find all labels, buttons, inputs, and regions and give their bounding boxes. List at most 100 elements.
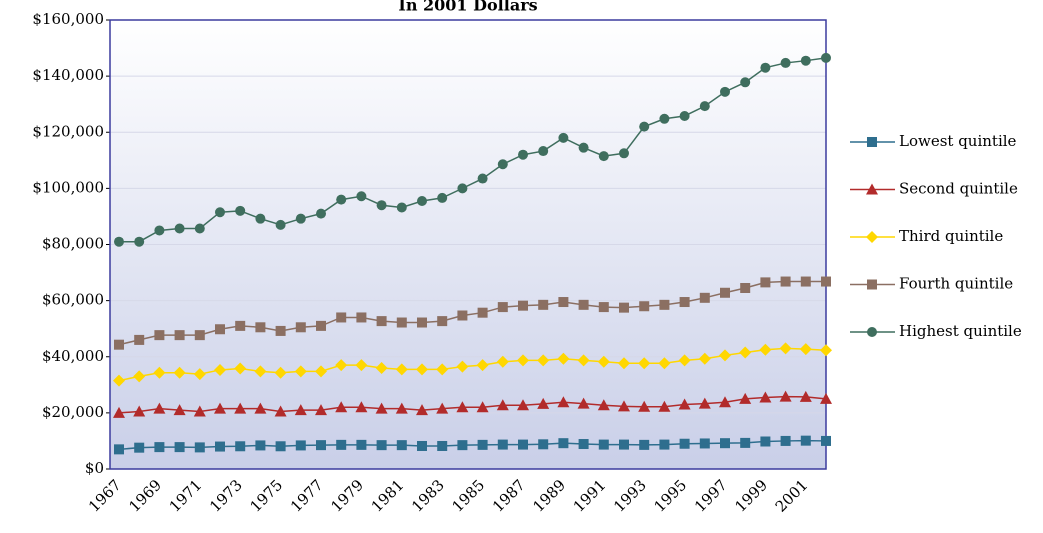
data-point <box>557 396 570 408</box>
data-point <box>679 438 690 449</box>
data-point <box>457 183 468 194</box>
x-tick-label: 1989 <box>529 476 569 516</box>
data-point <box>316 208 326 219</box>
data-point <box>356 439 367 450</box>
data-point <box>578 142 589 153</box>
data-point <box>436 402 449 414</box>
data-point <box>113 374 125 387</box>
data-point <box>538 439 549 450</box>
y-tick-label: $20,000 <box>42 403 104 421</box>
data-point <box>113 406 125 418</box>
data-point <box>476 401 489 413</box>
data-point <box>437 192 448 203</box>
data-point <box>639 439 650 450</box>
data-point <box>800 55 811 66</box>
data-point <box>153 366 166 379</box>
data-point <box>214 402 226 414</box>
y-tick-label: $160,000 <box>32 10 104 28</box>
data-point <box>557 352 570 365</box>
y-tick-label: $120,000 <box>32 122 104 140</box>
data-point <box>679 110 690 121</box>
data-point <box>720 86 730 97</box>
data-point <box>638 400 651 412</box>
data-point <box>598 302 609 313</box>
data-point <box>518 149 528 160</box>
data-point <box>214 363 226 376</box>
data-point <box>437 440 448 451</box>
y-tick-label: $80,000 <box>42 235 104 253</box>
data-point <box>336 194 347 205</box>
data-point <box>739 346 752 359</box>
data-point <box>294 365 307 378</box>
data-point <box>821 435 831 446</box>
data-point <box>193 405 206 417</box>
data-point <box>235 320 246 331</box>
data-point <box>376 200 387 211</box>
data-point <box>436 363 449 376</box>
data-point <box>194 223 205 234</box>
data-point <box>316 320 326 331</box>
data-point <box>780 435 791 446</box>
data-point <box>173 404 186 416</box>
data-point <box>274 366 287 379</box>
data-point <box>356 312 367 323</box>
data-point <box>720 438 730 449</box>
data-point <box>417 317 427 328</box>
data-point <box>496 355 509 368</box>
data-point <box>396 202 407 213</box>
x-tick-label: 1985 <box>449 476 489 516</box>
data-point <box>780 276 791 287</box>
data-point <box>558 132 569 143</box>
data-point <box>477 439 488 450</box>
data-point <box>639 121 650 132</box>
data-point <box>659 439 670 450</box>
data-point <box>215 324 225 335</box>
data-point <box>173 366 186 379</box>
data-point <box>577 354 590 367</box>
data-point <box>679 297 690 308</box>
data-point <box>597 355 610 368</box>
data-point <box>295 213 306 224</box>
data-point <box>780 57 791 68</box>
data-point <box>133 405 146 417</box>
series-line <box>118 395 827 414</box>
data-point <box>821 276 831 287</box>
data-point <box>537 354 550 367</box>
data-point <box>396 440 407 451</box>
data-point <box>234 362 247 375</box>
data-point <box>799 390 812 402</box>
data-point <box>759 343 772 356</box>
data-point <box>133 370 146 383</box>
data-point <box>234 402 247 414</box>
x-tick-label: 1971 <box>166 476 206 516</box>
legend-label: Highest quintile <box>899 322 1022 340</box>
data-point <box>740 282 751 293</box>
data-point <box>174 442 185 453</box>
data-point <box>417 196 427 207</box>
data-point <box>658 400 671 412</box>
legend-marker <box>866 183 878 195</box>
data-point <box>821 52 831 63</box>
data-point <box>274 405 287 417</box>
data-point <box>235 441 246 452</box>
data-point <box>598 151 609 162</box>
x-tick-label: 2001 <box>772 476 812 516</box>
data-point <box>457 310 468 321</box>
data-point <box>174 330 185 341</box>
data-point <box>659 113 670 124</box>
data-point <box>558 297 569 308</box>
data-point <box>437 316 448 327</box>
data-point <box>174 223 185 234</box>
data-point <box>518 300 528 311</box>
data-point <box>336 312 347 323</box>
legend-label: Third quintile <box>899 227 1003 245</box>
x-tick-label: 1997 <box>691 476 731 516</box>
data-point <box>355 359 368 372</box>
data-point <box>235 205 246 216</box>
data-point <box>114 444 124 455</box>
data-point <box>719 396 731 408</box>
data-point <box>698 397 711 409</box>
data-point <box>699 292 710 303</box>
data-point <box>800 435 811 446</box>
data-point <box>659 299 670 310</box>
